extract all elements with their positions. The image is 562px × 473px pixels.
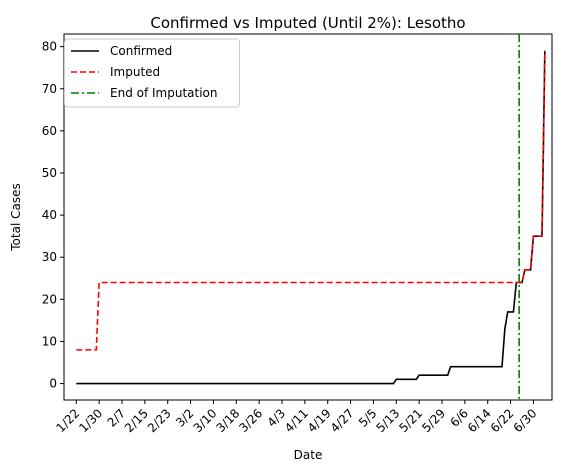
y-tick-label: 30	[42, 250, 57, 264]
x-axis-label: Date	[294, 448, 323, 462]
x-tick-label: 5/13	[373, 406, 402, 435]
x-tick-label: 2/15	[122, 406, 151, 435]
x-tick-label: 3/10	[191, 406, 220, 435]
x-tick-label: 6/30	[511, 406, 540, 435]
y-axis-label: Total Cases	[9, 183, 23, 251]
legend: Confirmed Imputed End of Imputation	[64, 38, 240, 108]
legend-label: Imputed	[110, 65, 160, 79]
y-tick-label: 70	[42, 82, 57, 96]
x-tick-label: 3/26	[236, 406, 265, 435]
y-tick-label: 20	[42, 292, 57, 306]
x-tick-label: 5/21	[396, 406, 425, 435]
series-line-imputed	[76, 50, 546, 351]
x-tick-label: 2/23	[145, 406, 174, 435]
x-tick-label: 5/29	[419, 406, 448, 435]
x-tick-label: 3/18	[213, 406, 242, 435]
y-tick-label: 50	[42, 166, 57, 180]
x-tick-label: 4/11	[282, 406, 311, 435]
y-tick-label: 0	[49, 377, 57, 391]
x-tick-label: 6/14	[465, 406, 494, 435]
x-tick-label: 4/19	[305, 406, 334, 435]
plot-frame	[63, 33, 553, 401]
series-group	[76, 34, 546, 400]
y-tick-label: 10	[42, 334, 57, 348]
legend-box	[64, 38, 240, 108]
x-tick-label: 4/27	[328, 406, 357, 435]
y-tick-label: 80	[42, 40, 57, 54]
x-tick-label: 1/22	[53, 406, 82, 435]
x-tick-label: 1/30	[76, 406, 105, 435]
x-tick-label: 6/22	[488, 406, 517, 435]
y-tick-label: 60	[42, 124, 57, 138]
y-tick-label: 40	[42, 208, 57, 222]
legend-label: Confirmed	[110, 44, 172, 58]
chart-title: Confirmed vs Imputed (Until 2%): Lesotho	[150, 14, 465, 32]
x-axis: 1/221/30 2/72/152/23 3/23/103/183/26 4/34/1…	[53, 400, 540, 435]
y-axis: 0 10 20 30 40 50 60 70 80	[42, 40, 64, 391]
legend-label: End of Imputation	[110, 86, 218, 100]
